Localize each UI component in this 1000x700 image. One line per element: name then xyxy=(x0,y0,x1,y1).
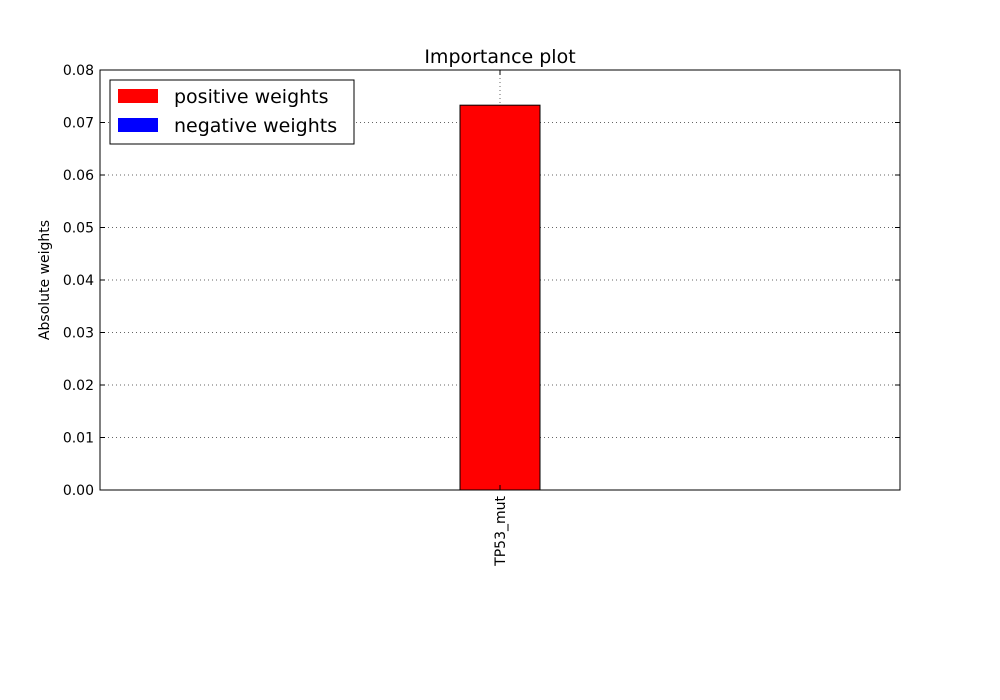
bar-TP53_mut-series-0 xyxy=(459,104,541,491)
y-tick-label: 0.01 xyxy=(63,431,94,447)
legend: positive weights negative weights xyxy=(109,79,355,145)
y-tick-label: 0.08 xyxy=(63,63,94,79)
legend-label-positive: positive weights xyxy=(174,86,329,108)
legend-label-negative: negative weights xyxy=(174,115,337,137)
y-axis-label: Absolute weights xyxy=(37,220,53,340)
y-tick-label: 0.02 xyxy=(63,378,94,394)
y-tick-label: 0.06 xyxy=(63,168,94,184)
y-tick-label: 0.04 xyxy=(63,273,94,289)
bar-layer xyxy=(459,104,541,491)
y-tick-label: 0.07 xyxy=(63,116,94,132)
legend-swatch-negative xyxy=(118,118,158,132)
chart-title: Importance plot xyxy=(424,46,575,68)
y-tick-label: 0.00 xyxy=(63,483,94,499)
tick-layer: 0.00 0.01 0.02 0.03 0.04 0.05 0.06 0.07 0.08 TP53… xyxy=(63,63,900,567)
y-tick-label: 0.03 xyxy=(63,326,94,342)
x-tick-label: TP53_mut xyxy=(493,495,509,566)
y-tick-label: 0.05 xyxy=(63,221,94,237)
legend-swatch-positive xyxy=(118,89,158,103)
